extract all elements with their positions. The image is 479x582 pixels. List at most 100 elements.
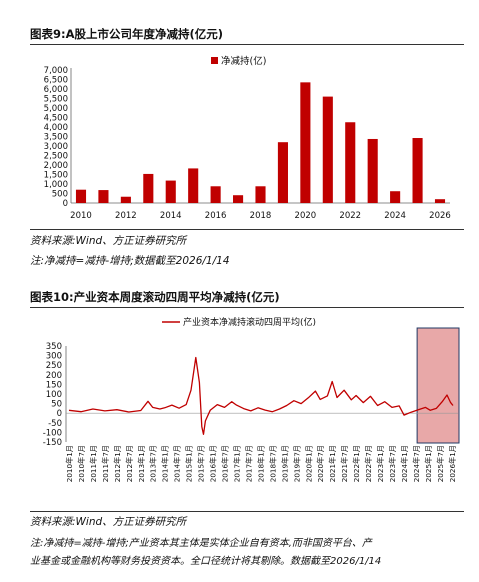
y-tick-label: 350 xyxy=(46,342,62,352)
x-tick-label: 2019年7月 xyxy=(292,445,301,482)
series-line xyxy=(68,356,454,435)
x-tick-label: 2024年7月 xyxy=(412,445,421,482)
bar xyxy=(367,138,378,203)
fig10-line-chart: 产业资本净减持滚动四周平均(亿) 350300250200150100500-50… xyxy=(43,316,460,482)
x-tick-label: 2014 xyxy=(160,211,182,221)
bar xyxy=(412,138,423,203)
legend-swatch xyxy=(211,57,218,64)
y-tick-label: 100 xyxy=(46,390,62,400)
x-tick-label: 2022年7月 xyxy=(364,445,373,482)
x-tick-label: 2018年7月 xyxy=(268,445,277,482)
x-tick-label: 2014年7月 xyxy=(173,445,182,482)
bar xyxy=(143,173,154,203)
y-tick-label: -150 xyxy=(43,438,62,448)
y-tick-label: -100 xyxy=(43,428,62,438)
x-tick-label: 2023年1月 xyxy=(376,445,385,482)
x-tick-label: 2026年1月 xyxy=(448,445,457,482)
x-tick-label: 2016 xyxy=(205,211,227,221)
x-tick-label: 2010年1月 xyxy=(65,445,74,482)
y-tick-label: 6,000 xyxy=(44,85,68,95)
fig9-bar-chart: 净减持(亿) 05001,0001,5002,0002,5003,0003,500… xyxy=(44,55,451,221)
x-tick-label: 2017年1月 xyxy=(232,445,241,482)
bar xyxy=(233,195,244,203)
y-tick-label: 50 xyxy=(51,400,62,410)
fig9-title-rule xyxy=(30,44,464,45)
y-tick-label: 5,000 xyxy=(44,104,68,114)
y-tick-label: 0 xyxy=(57,409,62,419)
x-tick-label: 2016年7月 xyxy=(221,445,230,482)
x-tick-label: 2013年7月 xyxy=(149,445,158,482)
x-tick-label: 2024 xyxy=(384,211,406,221)
y-tick-label: 4,000 xyxy=(44,123,68,133)
y-tick-label: 0 xyxy=(63,199,68,209)
x-tick-label: 2015年7月 xyxy=(197,445,206,482)
x-tick-label: 2015年1月 xyxy=(185,445,194,482)
x-tick-label: 2020年1月 xyxy=(304,445,313,482)
x-tick-label: 2016年1月 xyxy=(209,445,218,482)
x-tick-label: 2024年1月 xyxy=(400,445,409,482)
fig10-bottom-rule xyxy=(30,511,464,512)
fig10-title: 图表10:产业资本周度滚动四周平均净减持(亿元) xyxy=(30,290,280,304)
y-tick-label: 3,500 xyxy=(44,133,68,143)
x-tick-label: 2021年7月 xyxy=(340,445,349,482)
x-tick-label: 2012年1月 xyxy=(113,445,122,482)
y-tick-label: -50 xyxy=(48,419,62,429)
bar xyxy=(120,196,131,203)
y-tick-label: 1,500 xyxy=(44,171,68,181)
x-tick-label: 2018年1月 xyxy=(256,445,265,482)
y-tick-label: 4,500 xyxy=(44,114,68,124)
x-tick-label: 2020年7月 xyxy=(316,445,325,482)
highlight-box xyxy=(416,327,460,444)
x-tick-label: 2025年1月 xyxy=(424,445,433,482)
x-tick-label: 2011年1月 xyxy=(89,445,98,482)
bar xyxy=(322,96,333,203)
x-tick-label: 2021年1月 xyxy=(328,445,337,482)
fig9-source: 资料来源:Wind、方正证券研究所 xyxy=(30,235,187,247)
bar xyxy=(255,186,266,203)
x-tick-label: 2011年7月 xyxy=(101,445,110,482)
x-tick-label: 2018 xyxy=(250,211,272,221)
x-tick-label: 2017年7月 xyxy=(244,445,253,482)
bar xyxy=(300,82,311,203)
x-tick-label: 2025年7月 xyxy=(436,445,445,482)
x-tick-label: 2026 xyxy=(429,211,451,221)
bar xyxy=(75,189,87,203)
x-tick-label: 2022年1月 xyxy=(352,445,361,482)
x-tick-label: 2020 xyxy=(295,211,317,221)
bar xyxy=(434,199,446,203)
y-tick-label: 5,500 xyxy=(44,95,68,105)
y-tick-label: 2,500 xyxy=(44,152,68,162)
fig10-source: 资料来源:Wind、方正证券研究所 xyxy=(30,516,187,528)
fig10-title-rule xyxy=(30,307,464,308)
x-tick-label: 2012 xyxy=(115,211,137,221)
x-tick-label: 2010年7月 xyxy=(77,445,86,482)
y-tick-label: 2,000 xyxy=(44,161,68,171)
legend-label: 产业资本净减持滚动四周平均(亿) xyxy=(183,316,316,328)
y-tick-label: 6,500 xyxy=(44,76,68,86)
bar xyxy=(345,122,356,203)
bar xyxy=(188,168,199,203)
fig9-bottom-rule xyxy=(30,229,464,230)
y-tick-label: 3,000 xyxy=(44,142,68,152)
fig10-note-line2: 业基金或金融机构等财务投资资本。全口径统计将其剔除。数据截至2026/1/14 xyxy=(30,556,382,567)
fig9-note: 注:净减持=减持-增持;数据截至2026/1/14 xyxy=(30,255,230,267)
y-tick-label: 1,000 xyxy=(44,180,68,190)
x-tick-label: 2019年1月 xyxy=(280,445,289,482)
y-tick-label: 200 xyxy=(46,371,62,381)
x-tick-label: 2013年1月 xyxy=(137,445,146,482)
y-tick-label: 150 xyxy=(46,380,62,390)
fig9-title: 图表9:A股上市公司年度净减持(亿元) xyxy=(30,27,224,41)
x-tick-label: 2012年7月 xyxy=(125,445,134,482)
y-tick-label: 250 xyxy=(46,361,62,371)
y-tick-label: 7,000 xyxy=(44,66,68,76)
bar xyxy=(390,191,401,203)
y-tick-label: 500 xyxy=(52,190,68,200)
x-tick-label: 2023年7月 xyxy=(388,445,397,482)
bar xyxy=(165,180,176,203)
bar xyxy=(277,142,288,203)
x-tick-label: 2014年1月 xyxy=(161,445,170,482)
x-tick-label: 2022 xyxy=(339,211,361,221)
bar xyxy=(98,190,109,203)
y-tick-label: 300 xyxy=(46,352,62,362)
bar xyxy=(210,186,221,203)
